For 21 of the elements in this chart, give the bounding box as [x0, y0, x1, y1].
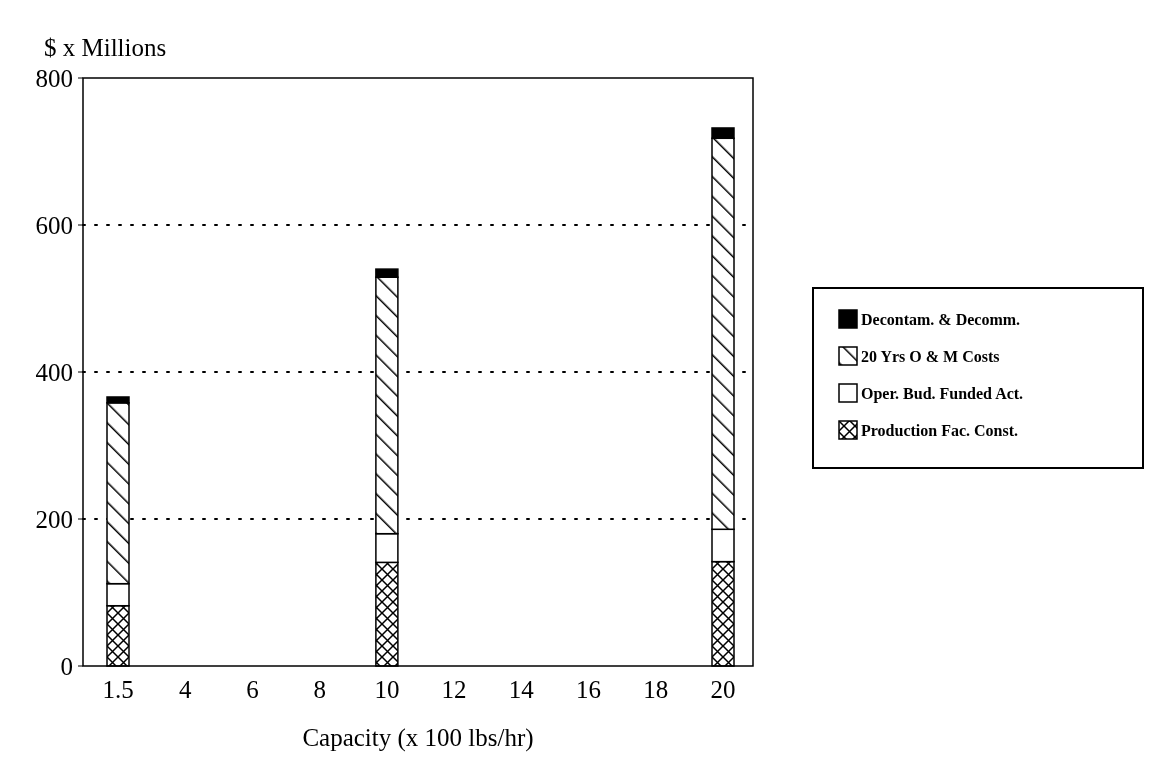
y-tick-label: 0: [60, 652, 73, 680]
x-tick-label: 1.5: [102, 676, 134, 703]
x-tick-label: 20: [710, 676, 736, 703]
legend-label: Decontam. & Decomm.: [861, 311, 1021, 328]
x-axis-title: Capacity (x 100 lbs/hr): [302, 724, 534, 752]
legend-label: 20 Yrs O & M Costs: [861, 348, 1000, 365]
y-tick-label: 800: [35, 64, 73, 92]
legend-label: Production Fac. Const.: [861, 422, 1019, 439]
x-tick-label: 14: [508, 676, 535, 703]
y-tick-label: 600: [35, 211, 73, 239]
x-tick-label: 18: [643, 676, 669, 703]
y-tick-label: 200: [35, 505, 73, 533]
x-tick-label: 10: [374, 676, 400, 703]
y-axis-title: $ x Millions: [44, 34, 167, 61]
x-tick-label: 16: [576, 676, 602, 703]
x-tick-label: 6: [246, 676, 259, 703]
x-tick-label: 4: [178, 676, 192, 703]
x-tick-label: 12: [441, 676, 467, 703]
legend-label: Oper. Bud. Funded Act.: [861, 385, 1024, 403]
x-tick-label: 8: [313, 676, 326, 703]
y-tick-label: 400: [35, 358, 73, 386]
